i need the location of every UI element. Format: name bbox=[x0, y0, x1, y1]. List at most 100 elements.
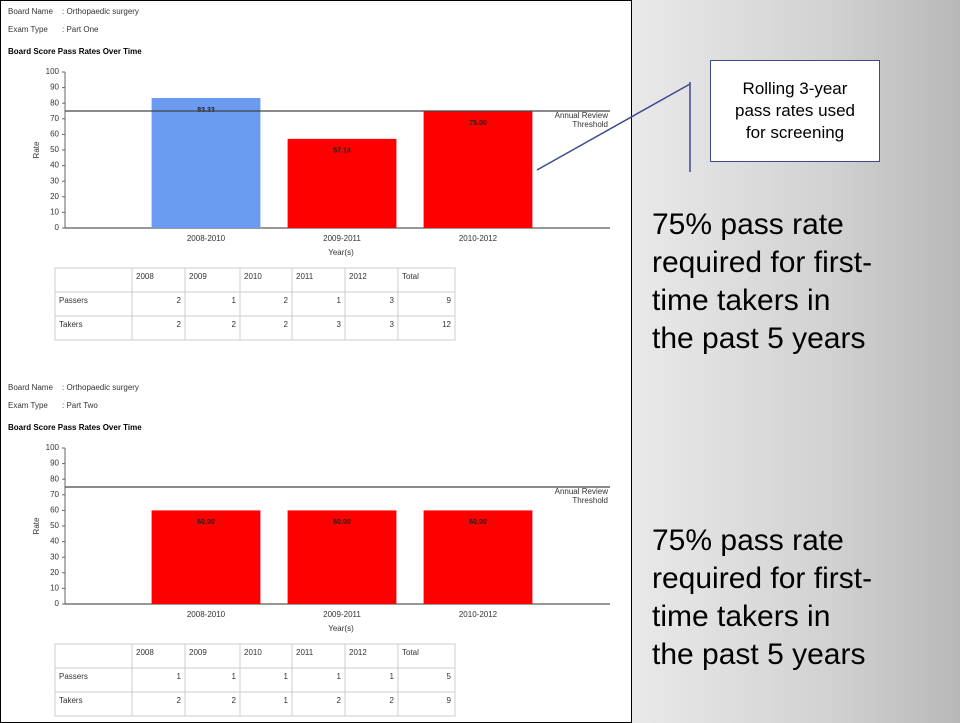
table-cell bbox=[131, 267, 186, 293]
bar-value-label: 57.14 bbox=[333, 148, 351, 155]
note: 75% pass rate required for first-time tak… bbox=[652, 522, 952, 674]
x-tick-label: 2008-2010 bbox=[187, 610, 226, 619]
note-line: the past 5 years bbox=[652, 638, 866, 671]
table-cell bbox=[131, 691, 186, 717]
bar-value-label: 83.33 bbox=[197, 107, 215, 114]
y-tick-label: 40 bbox=[50, 537, 59, 546]
chart-title: Board Score Pass Rates Over Time bbox=[8, 47, 142, 56]
table-value: 1 bbox=[177, 672, 182, 681]
table-value: 2 bbox=[284, 296, 289, 305]
bar bbox=[423, 111, 533, 228]
y-tick-label: 80 bbox=[50, 98, 59, 107]
table-cell bbox=[54, 315, 133, 341]
callout-line: for screening bbox=[745, 123, 845, 142]
table-cell bbox=[344, 291, 399, 317]
note-line: required for first- bbox=[652, 562, 873, 595]
table-value: 2 bbox=[177, 320, 182, 329]
y-tick-label: 10 bbox=[50, 584, 59, 593]
table-header: 2011 bbox=[296, 648, 314, 657]
y-tick-label: 100 bbox=[46, 67, 60, 76]
threshold-label: Annual Review bbox=[555, 487, 609, 496]
y-tick-label: 30 bbox=[50, 176, 59, 185]
note-line: 75% pass rate bbox=[652, 524, 844, 557]
table-cell bbox=[54, 643, 133, 669]
board-name: : Orthopaedic surgery bbox=[62, 7, 139, 16]
table-value: 2 bbox=[177, 296, 182, 305]
table-cell bbox=[184, 267, 241, 293]
y-tick-label: 0 bbox=[55, 599, 60, 608]
table-cell bbox=[397, 315, 456, 341]
y-tick-label: 60 bbox=[50, 130, 59, 139]
table-row-label: Takers bbox=[59, 320, 83, 329]
table-value: 1 bbox=[232, 296, 237, 305]
y-axis-label: Rate bbox=[32, 517, 41, 534]
exam-type: : Part One bbox=[62, 25, 99, 34]
table-value: 1 bbox=[284, 672, 289, 681]
table-header: 2012 bbox=[349, 272, 367, 281]
table-header: 2012 bbox=[349, 648, 367, 657]
board-name-label: Board Name bbox=[8, 7, 53, 16]
threshold-label: Threshold bbox=[572, 496, 608, 505]
table-cell bbox=[291, 291, 346, 317]
x-tick-label: 2008-2010 bbox=[187, 234, 226, 243]
table-cell bbox=[291, 267, 346, 293]
table-header: 2010 bbox=[244, 272, 262, 281]
y-tick-label: 10 bbox=[50, 208, 59, 217]
y-tick-label: 40 bbox=[50, 161, 59, 170]
table-value: 3 bbox=[390, 296, 395, 305]
table-cell bbox=[397, 291, 456, 317]
y-tick-label: 50 bbox=[50, 521, 59, 530]
note-line: the past 5 years bbox=[652, 322, 866, 355]
table-cell bbox=[54, 267, 133, 293]
bar bbox=[287, 138, 397, 228]
table-header: Total bbox=[402, 272, 419, 281]
y-tick-label: 50 bbox=[50, 145, 59, 154]
table-cell bbox=[291, 643, 346, 669]
board-name-label: Board Name bbox=[8, 383, 53, 392]
table-cell bbox=[239, 315, 293, 341]
x-tick-label: 2010-2012 bbox=[459, 234, 498, 243]
table-cell bbox=[184, 691, 241, 717]
bar-value-label: 60.00 bbox=[197, 519, 215, 526]
callout-connector bbox=[536, 83, 691, 171]
table-cell bbox=[54, 291, 133, 317]
x-tick-label: 2010-2012 bbox=[459, 610, 498, 619]
table-cell bbox=[291, 667, 346, 693]
table-value: 2 bbox=[232, 320, 237, 329]
y-tick-label: 70 bbox=[50, 114, 59, 123]
table-cell bbox=[131, 643, 186, 669]
table-value: 2 bbox=[284, 320, 289, 329]
table-value: 9 bbox=[447, 296, 452, 305]
y-tick-label: 70 bbox=[50, 490, 59, 499]
table-value: 2 bbox=[337, 696, 342, 705]
x-axis-label: Year(s) bbox=[328, 624, 354, 633]
table-value: 2 bbox=[390, 696, 395, 705]
table-row-label: Passers bbox=[59, 672, 88, 681]
table-header: 2009 bbox=[189, 648, 207, 657]
threshold-label: Threshold bbox=[572, 120, 608, 129]
table-row-label: Takers bbox=[59, 696, 83, 705]
table-row-label: Passers bbox=[59, 296, 88, 305]
x-axis-label: Year(s) bbox=[328, 248, 354, 257]
exam-type-label: Exam Type bbox=[8, 401, 48, 410]
table-value: 1 bbox=[337, 296, 342, 305]
y-axis-label: Rate bbox=[32, 141, 41, 158]
table-cell bbox=[397, 667, 456, 693]
table-header: 2010 bbox=[244, 648, 262, 657]
table-value: 9 bbox=[447, 696, 452, 705]
table-cell bbox=[54, 691, 133, 717]
table-value: 1 bbox=[390, 672, 395, 681]
table-value: 12 bbox=[442, 320, 451, 329]
callout-line: Rolling 3-year bbox=[742, 79, 848, 98]
table-cell bbox=[397, 691, 456, 717]
table-value: 1 bbox=[232, 672, 237, 681]
exam-type-label: Exam Type bbox=[8, 25, 48, 34]
table-cell bbox=[344, 267, 399, 293]
threshold-label: Annual Review bbox=[555, 111, 609, 120]
bar bbox=[151, 98, 261, 228]
callout: Rolling 3-year pass rates used for screeni… bbox=[710, 60, 880, 162]
bar bbox=[423, 510, 533, 604]
bar-value-label: 60.00 bbox=[333, 519, 351, 526]
table-header: 2008 bbox=[136, 272, 154, 281]
